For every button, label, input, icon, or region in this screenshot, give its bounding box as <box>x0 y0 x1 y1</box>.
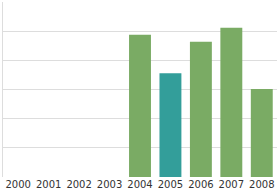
svg-text:2007: 2007 <box>219 179 244 190</box>
svg-text:2001: 2001 <box>36 179 61 190</box>
svg-text:2000: 2000 <box>5 179 30 190</box>
svg-text:2008: 2008 <box>249 179 274 190</box>
svg-text:2005: 2005 <box>158 179 183 190</box>
svg-text:2004: 2004 <box>127 179 152 190</box>
svg-text:2006: 2006 <box>188 179 213 190</box>
svg-text:2003: 2003 <box>97 179 122 190</box>
svg-text:2002: 2002 <box>66 179 91 190</box>
